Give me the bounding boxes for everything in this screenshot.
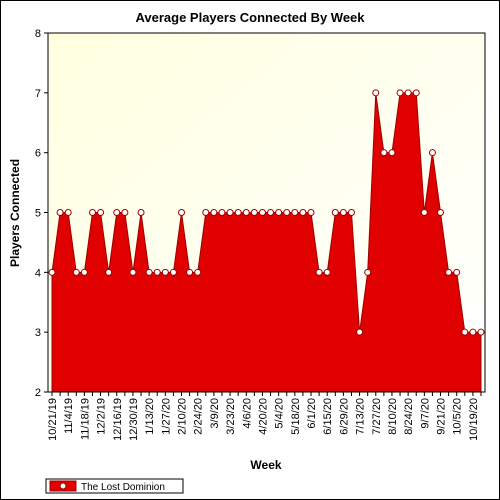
data-point: [356, 328, 364, 336]
data-point: [145, 268, 153, 276]
data-point: [477, 328, 485, 336]
x-tick-label: 2/10/20: [177, 398, 189, 435]
legend: The Lost Dominion: [45, 478, 184, 494]
data-point: [64, 209, 72, 216]
x-tick-label: 11/4/19: [63, 398, 75, 434]
x-tick-label: 7/27/20: [371, 398, 383, 435]
x-tick-label: 6/15/20: [322, 398, 334, 435]
x-tick-label: 4/6/20: [241, 398, 253, 429]
data-point: [129, 268, 137, 276]
marker-layer: [48, 89, 485, 336]
x-tick-label: 10/21/19: [47, 398, 59, 441]
x-tick-label: 1/13/20: [144, 398, 156, 435]
data-point: [469, 328, 477, 336]
data-point: [48, 268, 56, 276]
data-point: [210, 209, 218, 216]
data-point: [380, 149, 388, 157]
data-point: [202, 209, 210, 216]
legend-label: The Lost Dominion: [81, 482, 165, 493]
x-tick-label: 7/13/20: [355, 398, 367, 435]
x-tick-label: 11/18/19: [79, 398, 91, 440]
data-point: [242, 209, 250, 216]
data-point: [113, 209, 121, 216]
data-point: [428, 149, 436, 157]
y-tick-label: 6: [35, 148, 41, 160]
x-tick-label: 3/23/20: [225, 398, 237, 435]
data-point: [453, 268, 461, 276]
y-tick-label: 5: [35, 208, 41, 220]
data-point: [137, 209, 145, 216]
x-tick-label: 5/4/20: [274, 398, 286, 429]
data-point: [258, 209, 266, 216]
x-axis-label: Week: [250, 458, 281, 472]
y-tick-label: 4: [35, 267, 41, 279]
data-point: [461, 328, 469, 336]
y-tick-label: 2: [35, 387, 41, 399]
x-tick-label: 4/20/20: [257, 398, 269, 435]
data-point: [56, 209, 64, 216]
x-tick-label: 3/9/20: [209, 398, 221, 429]
data-point: [80, 268, 88, 276]
x-tick-label: 8/24/20: [403, 398, 415, 435]
x-tick-label: 9/7/20: [419, 398, 431, 429]
data-point: [97, 209, 105, 216]
data-point: [234, 209, 242, 216]
data-point: [331, 209, 339, 216]
x-tick-label: 9/21/20: [436, 398, 448, 435]
data-point: [339, 209, 347, 216]
data-point: [364, 268, 372, 276]
data-point: [388, 149, 396, 157]
data-point: [315, 268, 323, 276]
data-point: [420, 209, 428, 216]
data-point: [88, 209, 96, 216]
data-point: [275, 209, 283, 216]
x-tick-label: 2/24/20: [193, 398, 205, 435]
data-point: [412, 89, 420, 97]
y-axis-label: Players Connected: [8, 159, 22, 267]
data-point: [194, 268, 202, 276]
data-point: [250, 209, 258, 216]
y-axis: 2 3 4 5 6 7 8: [35, 28, 48, 399]
x-tick-label: 8/10/20: [387, 398, 399, 435]
data-point: [347, 209, 355, 216]
data-point: [307, 209, 315, 216]
y-tick-label: 3: [35, 327, 41, 339]
data-point: [218, 209, 226, 216]
data-point: [396, 89, 404, 97]
data-point: [186, 268, 194, 276]
data-point: [153, 268, 161, 276]
y-tick-label: 7: [35, 88, 41, 100]
data-point: [299, 209, 307, 216]
legend-marker-icon: [59, 482, 67, 490]
data-point: [226, 209, 234, 216]
legend-box: [45, 478, 184, 494]
x-tick-label: 6/29/20: [338, 398, 350, 435]
x-tick-label: 10/19/20: [468, 398, 480, 441]
x-tick-label: 12/30/19: [128, 398, 140, 441]
data-point: [105, 268, 113, 276]
x-tick-label: 6/1/20: [306, 398, 318, 429]
data-point: [437, 209, 445, 216]
x-tick-label: 10/5/20: [452, 398, 464, 435]
data-point: [121, 209, 129, 216]
data-point: [404, 89, 412, 97]
data-point: [291, 209, 299, 216]
data-point: [283, 209, 291, 216]
data-point: [323, 268, 331, 276]
data-point: [445, 268, 453, 276]
data-point: [161, 268, 169, 276]
data-point: [169, 268, 177, 276]
data-point: [372, 89, 380, 97]
y-tick-label: 8: [35, 28, 41, 40]
x-tick-label: 12/16/19: [112, 398, 124, 441]
x-tick-label: 5/18/20: [290, 398, 302, 435]
x-axis: 10/21/19 11/4/19 11/18/19 12/2/19 12/16/19 12…: [47, 392, 482, 441]
chart-title: Average Players Connected By Week: [135, 10, 365, 25]
data-point: [72, 268, 80, 276]
x-tick-label: 1/27/20: [160, 398, 172, 435]
data-point: [178, 209, 186, 216]
x-tick-label: 12/2/19: [96, 398, 108, 435]
data-point: [267, 209, 275, 216]
